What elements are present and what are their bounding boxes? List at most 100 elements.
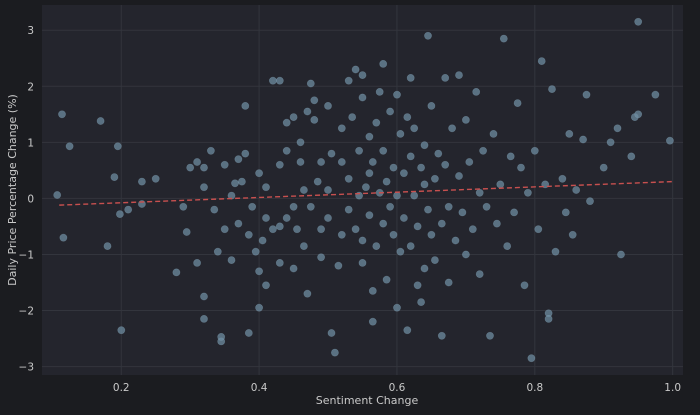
data-point	[327, 329, 336, 337]
data-point	[306, 202, 315, 211]
data-point	[399, 169, 408, 178]
data-point	[53, 191, 62, 199]
data-point	[396, 247, 405, 256]
data-point	[372, 118, 381, 127]
data-point	[282, 214, 291, 222]
data-point	[151, 174, 160, 183]
y-tick-label: 0	[27, 193, 34, 205]
data-point	[399, 214, 408, 222]
data-point	[379, 219, 388, 228]
data-point	[296, 158, 305, 166]
data-point	[117, 326, 126, 335]
data-point	[413, 222, 422, 231]
x-tick-label: 0.2	[113, 382, 130, 394]
data-point	[382, 275, 391, 284]
data-point	[489, 129, 498, 138]
y-tick-label: −3	[19, 362, 34, 374]
data-point	[337, 230, 346, 239]
data-point	[506, 152, 515, 161]
data-point	[379, 60, 388, 68]
data-point	[448, 124, 456, 133]
data-point	[496, 180, 505, 189]
data-point	[344, 174, 353, 183]
data-point	[368, 317, 377, 326]
data-point	[430, 174, 439, 183]
data-point	[368, 286, 377, 295]
x-axis-label: Sentiment Change	[316, 394, 419, 407]
data-point	[268, 225, 277, 234]
y-axis-label: Daily Price Percentage Change (%)	[6, 94, 19, 286]
data-point	[420, 264, 429, 273]
data-point	[437, 219, 446, 228]
data-point	[124, 205, 133, 214]
data-point	[103, 242, 112, 250]
data-point	[306, 79, 315, 88]
data-point	[96, 117, 105, 125]
data-points	[53, 17, 674, 363]
data-point	[455, 71, 463, 79]
data-point	[406, 152, 415, 161]
y-tick-label: 2	[27, 81, 34, 93]
x-tick-label: 0.6	[389, 382, 406, 394]
data-point	[444, 202, 453, 211]
data-point	[231, 179, 239, 188]
data-point	[582, 90, 591, 99]
data-point	[441, 160, 450, 169]
data-point	[410, 124, 419, 133]
data-point	[172, 268, 181, 277]
data-point	[510, 208, 518, 217]
data-point	[137, 177, 146, 186]
data-point	[116, 210, 124, 218]
data-point	[427, 102, 436, 110]
data-point	[220, 225, 229, 234]
data-point	[406, 242, 415, 250]
x-tick-label: 1.0	[664, 382, 681, 394]
data-point	[337, 158, 346, 166]
data-point	[317, 158, 325, 166]
data-point	[517, 163, 525, 172]
data-point	[461, 116, 470, 124]
data-point	[282, 146, 291, 155]
data-point	[365, 169, 374, 178]
data-point	[358, 236, 367, 245]
data-point	[351, 225, 360, 234]
data-point	[113, 142, 122, 151]
data-point	[348, 113, 357, 121]
data-point	[241, 149, 250, 158]
data-point	[303, 289, 312, 298]
data-point	[289, 202, 298, 211]
data-point	[461, 250, 470, 259]
data-point	[406, 74, 415, 82]
data-point	[358, 93, 367, 102]
data-point	[572, 186, 581, 194]
y-tick-label: 1	[27, 137, 34, 149]
data-point	[492, 219, 501, 228]
data-point	[355, 146, 363, 155]
data-point	[468, 225, 477, 234]
data-point	[299, 242, 308, 250]
data-point	[313, 177, 322, 186]
data-point	[255, 267, 263, 276]
data-point	[382, 177, 391, 186]
data-point	[437, 331, 446, 340]
data-point	[262, 183, 270, 192]
data-point	[475, 188, 484, 197]
data-point	[275, 76, 284, 85]
grid-lines	[42, 5, 683, 375]
data-point	[393, 90, 401, 99]
data-point	[324, 214, 332, 222]
data-point	[241, 102, 250, 110]
data-point	[389, 230, 398, 239]
trend-line-group	[59, 180, 673, 206]
y-tick-label: −2	[19, 306, 34, 318]
data-point	[351, 65, 360, 74]
data-point	[248, 202, 257, 211]
data-point	[293, 225, 301, 234]
data-point	[337, 124, 346, 133]
data-point	[389, 163, 398, 172]
data-point	[255, 303, 263, 312]
data-point	[365, 211, 374, 220]
data-point	[324, 102, 332, 110]
data-point	[451, 236, 460, 245]
